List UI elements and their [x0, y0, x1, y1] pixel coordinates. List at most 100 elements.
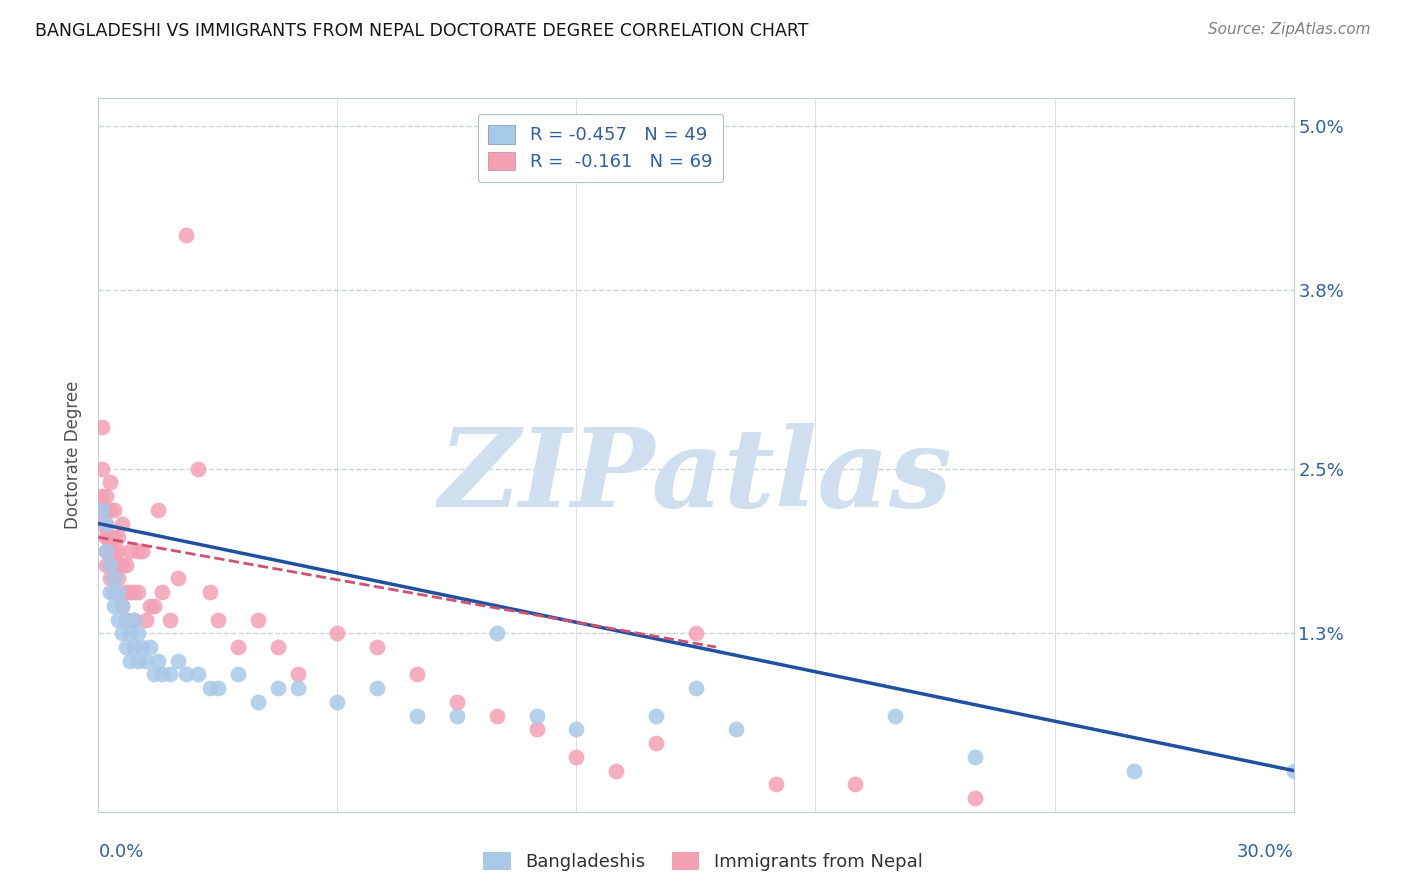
- Point: [127, 626, 149, 640]
- Point: [187, 667, 209, 681]
- Point: [91, 420, 114, 434]
- Point: [446, 695, 468, 709]
- Point: [685, 626, 707, 640]
- Point: [120, 654, 142, 668]
- Point: [605, 764, 627, 778]
- Point: [96, 530, 118, 544]
- Point: [187, 461, 209, 475]
- Point: [103, 599, 125, 613]
- Point: [115, 613, 138, 627]
- Point: [100, 571, 122, 585]
- Point: [91, 503, 114, 517]
- Point: [115, 558, 138, 572]
- Point: [226, 640, 249, 654]
- Point: [96, 503, 118, 517]
- Point: [366, 640, 388, 654]
- Point: [127, 544, 149, 558]
- Point: [326, 626, 349, 640]
- Point: [645, 708, 668, 723]
- Point: [150, 667, 173, 681]
- Point: [111, 599, 134, 613]
- Legend: R = -0.457   N = 49, R =  -0.161   N = 69: R = -0.457 N = 49, R = -0.161 N = 69: [478, 114, 723, 182]
- Point: [124, 640, 146, 654]
- Point: [124, 585, 146, 599]
- Point: [103, 558, 125, 572]
- Point: [100, 530, 122, 544]
- Point: [91, 516, 114, 531]
- Point: [100, 544, 122, 558]
- Point: [96, 544, 118, 558]
- Point: [100, 558, 122, 572]
- Legend: Bangladeshis, Immigrants from Nepal: Bangladeshis, Immigrants from Nepal: [477, 845, 929, 879]
- Point: [148, 654, 170, 668]
- Point: [135, 654, 157, 668]
- Point: [198, 585, 221, 599]
- Point: [406, 667, 429, 681]
- Point: [159, 667, 181, 681]
- Point: [226, 667, 249, 681]
- Point: [127, 585, 149, 599]
- Point: [103, 571, 125, 585]
- Point: [115, 640, 138, 654]
- Point: [963, 791, 986, 805]
- Point: [91, 461, 114, 475]
- Point: [107, 558, 129, 572]
- Point: [124, 613, 146, 627]
- Point: [107, 571, 129, 585]
- Point: [103, 544, 125, 558]
- Point: [96, 516, 118, 531]
- Point: [366, 681, 388, 696]
- Point: [645, 736, 668, 750]
- Point: [96, 489, 118, 503]
- Point: [406, 708, 429, 723]
- Point: [1123, 764, 1146, 778]
- Point: [131, 544, 153, 558]
- Point: [446, 708, 468, 723]
- Text: Source: ZipAtlas.com: Source: ZipAtlas.com: [1208, 22, 1371, 37]
- Point: [765, 777, 787, 791]
- Point: [120, 626, 142, 640]
- Point: [124, 613, 146, 627]
- Point: [485, 626, 508, 640]
- Point: [159, 613, 181, 627]
- Point: [246, 695, 269, 709]
- Point: [167, 571, 190, 585]
- Point: [565, 749, 588, 764]
- Point: [96, 530, 118, 544]
- Point: [96, 544, 118, 558]
- Point: [107, 613, 129, 627]
- Point: [107, 544, 129, 558]
- Point: [111, 516, 134, 531]
- Point: [143, 667, 166, 681]
- Point: [246, 613, 269, 627]
- Point: [96, 558, 118, 572]
- Point: [143, 599, 166, 613]
- Point: [100, 503, 122, 517]
- Point: [103, 503, 125, 517]
- Point: [198, 681, 221, 696]
- Point: [148, 503, 170, 517]
- Point: [103, 571, 125, 585]
- Point: [174, 667, 197, 681]
- Point: [1282, 764, 1305, 778]
- Point: [526, 708, 548, 723]
- Point: [526, 723, 548, 737]
- Point: [111, 599, 134, 613]
- Point: [120, 544, 142, 558]
- Point: [844, 777, 866, 791]
- Point: [103, 530, 125, 544]
- Point: [884, 708, 907, 723]
- Point: [107, 530, 129, 544]
- Text: 30.0%: 30.0%: [1237, 843, 1294, 861]
- Point: [111, 558, 134, 572]
- Point: [174, 228, 197, 243]
- Point: [167, 654, 190, 668]
- Point: [135, 613, 157, 627]
- Point: [96, 516, 118, 531]
- Point: [111, 626, 134, 640]
- Point: [287, 681, 309, 696]
- Text: 0.0%: 0.0%: [98, 843, 143, 861]
- Point: [139, 599, 162, 613]
- Point: [150, 585, 173, 599]
- Point: [963, 749, 986, 764]
